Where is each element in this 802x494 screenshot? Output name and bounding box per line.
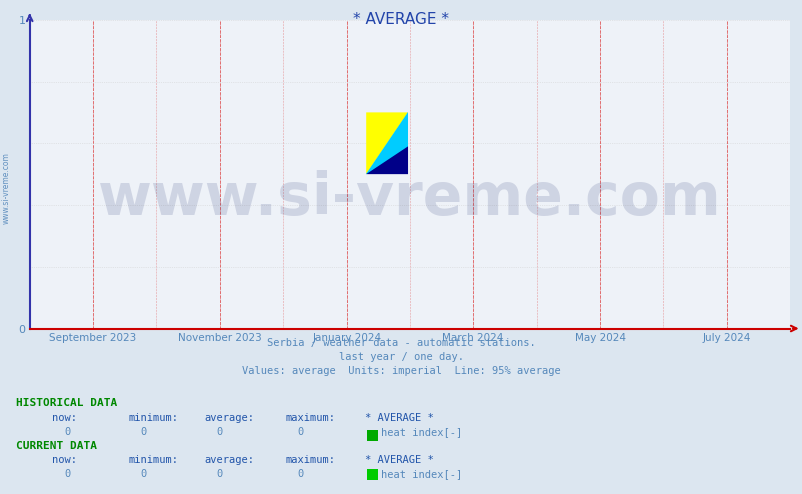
Text: HISTORICAL DATA: HISTORICAL DATA [16,398,117,408]
Text: Serbia / weather data - automatic stations.: Serbia / weather data - automatic statio… [267,338,535,348]
Text: Values: average  Units: imperial  Line: 95% average: Values: average Units: imperial Line: 95… [242,366,560,376]
Text: heat index[-]: heat index[-] [381,427,462,437]
Text: www.si-vreme.com: www.si-vreme.com [98,170,721,227]
Polygon shape [366,146,407,174]
Text: CURRENT DATA: CURRENT DATA [16,441,97,451]
Text: last year / one day.: last year / one day. [338,352,464,362]
Text: maximum:: maximum: [285,413,334,423]
Text: now:: now: [52,455,77,465]
Text: 0: 0 [140,469,147,479]
Text: maximum:: maximum: [285,455,334,465]
Text: 0: 0 [217,427,223,437]
Polygon shape [366,113,407,174]
Text: * AVERAGE *: * AVERAGE * [353,12,449,27]
Text: * AVERAGE *: * AVERAGE * [365,455,434,465]
Text: 0: 0 [64,469,71,479]
Polygon shape [366,113,407,174]
Text: www.si-vreme.com: www.si-vreme.com [2,152,11,224]
Text: 0: 0 [297,469,303,479]
Text: * AVERAGE *: * AVERAGE * [365,413,434,423]
Text: minimum:: minimum: [128,413,178,423]
Text: average:: average: [205,455,254,465]
Text: average:: average: [205,413,254,423]
Text: minimum:: minimum: [128,455,178,465]
Text: 0: 0 [64,427,71,437]
Text: now:: now: [52,413,77,423]
Text: heat index[-]: heat index[-] [381,469,462,479]
Text: 0: 0 [140,427,147,437]
Text: 0: 0 [217,469,223,479]
Text: 0: 0 [297,427,303,437]
